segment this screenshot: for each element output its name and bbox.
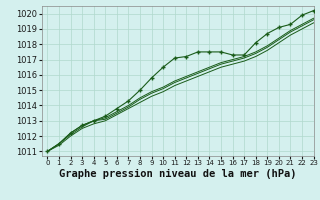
X-axis label: Graphe pression niveau de la mer (hPa): Graphe pression niveau de la mer (hPa) xyxy=(59,169,296,179)
